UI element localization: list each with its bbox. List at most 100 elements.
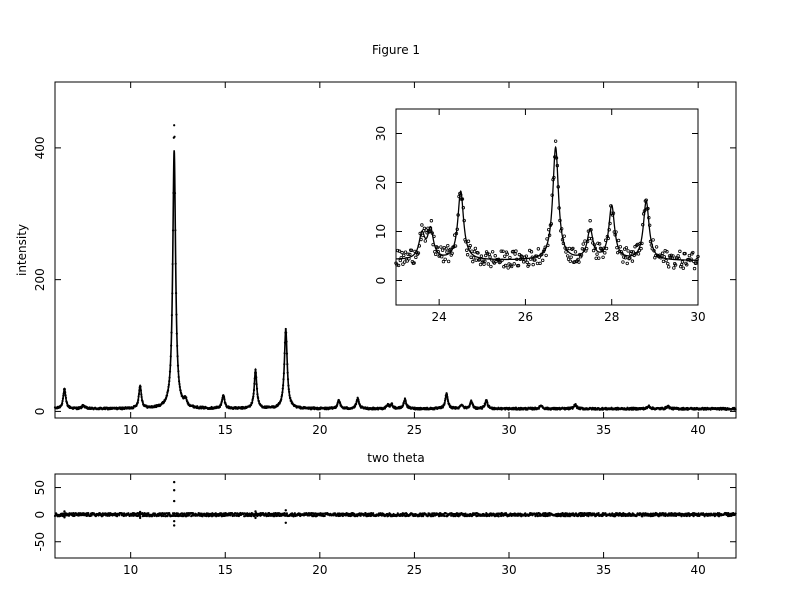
observed-point	[281, 391, 284, 394]
observed-point	[62, 392, 65, 395]
observed-point	[678, 249, 682, 254]
observed-point	[288, 394, 291, 397]
difference-point	[524, 512, 527, 515]
observed-point	[531, 262, 535, 267]
observed-point	[137, 398, 140, 402]
observed-point	[628, 256, 632, 260]
observed-point	[577, 260, 581, 264]
observed-point	[503, 254, 507, 258]
y-tick-label: -50	[33, 532, 47, 552]
observed-point	[170, 344, 173, 347]
observed-point	[496, 257, 501, 261]
observed-point	[592, 243, 597, 247]
observed-point	[621, 260, 625, 264]
y-tick-label: 200	[33, 268, 47, 291]
observed-point	[406, 252, 410, 256]
observed-point	[514, 249, 518, 253]
difference-point	[283, 512, 286, 515]
observed-point	[589, 228, 593, 232]
inset-x-axis: 24 26 28 30	[432, 109, 706, 324]
inset-y-axis: 0 10 20 30	[374, 126, 698, 284]
observed-point	[509, 264, 514, 269]
observed-point	[481, 259, 485, 263]
observed-point	[431, 242, 435, 247]
difference-spike	[63, 510, 66, 513]
observed-point	[588, 218, 592, 223]
observed-point	[443, 399, 447, 402]
observed-point	[527, 262, 531, 267]
observed-point	[513, 252, 517, 256]
observed-point	[429, 219, 434, 223]
observed-point	[586, 229, 591, 233]
observed-point	[282, 384, 285, 387]
observed-point	[648, 239, 653, 244]
observed-point	[383, 407, 387, 410]
observed-point	[528, 257, 533, 261]
observed-point	[409, 248, 414, 253]
observed-point	[446, 400, 450, 403]
difference-point	[450, 514, 453, 517]
difference-point	[372, 512, 375, 515]
observed-point	[618, 245, 623, 249]
observed-point	[399, 256, 403, 260]
observed-point	[417, 244, 421, 248]
observed-point	[524, 254, 528, 258]
observed-point	[540, 258, 545, 263]
observed-point	[357, 398, 360, 401]
observed-point	[167, 383, 170, 386]
observed-point	[405, 259, 409, 263]
observed-point	[666, 261, 670, 266]
observed-point	[169, 355, 172, 358]
observed-point	[579, 253, 584, 257]
observed-point	[440, 248, 445, 252]
observed-point	[141, 400, 144, 404]
difference-point	[118, 514, 121, 517]
observed-point	[616, 238, 621, 243]
observed-point	[404, 399, 407, 403]
observed-point	[443, 257, 447, 262]
observed-point	[652, 249, 656, 253]
observed-point	[609, 204, 613, 208]
observed-point	[557, 206, 561, 210]
difference-spike	[254, 516, 257, 520]
difference-point	[233, 514, 236, 517]
observed-point	[66, 402, 69, 405]
observed-point	[620, 252, 624, 256]
y-tick-label: 20	[374, 175, 388, 190]
observed-point	[595, 252, 599, 256]
observed-point	[459, 193, 463, 197]
difference-point	[319, 512, 323, 515]
observed-point	[396, 263, 401, 268]
observed-point	[287, 384, 290, 387]
observed-point	[395, 263, 399, 267]
difference-spike	[172, 524, 176, 527]
observed-point	[165, 394, 169, 397]
observed-point	[483, 259, 487, 263]
observed-point	[556, 185, 560, 189]
difference-point	[191, 512, 195, 515]
observed-point	[603, 238, 608, 242]
observed-point	[478, 262, 483, 267]
observed-point	[630, 259, 635, 263]
observed-point	[187, 401, 190, 405]
observed-point	[580, 247, 585, 251]
observed-point	[506, 266, 510, 270]
difference-point	[389, 513, 392, 516]
y-tick-label: 0	[33, 408, 47, 416]
observed-point	[566, 257, 571, 261]
observed-point	[559, 227, 564, 231]
y-tick-label: 50	[33, 480, 47, 495]
observed-point	[285, 331, 288, 334]
observed-point	[490, 258, 494, 262]
difference-point	[443, 514, 446, 518]
observed-point	[177, 380, 181, 383]
observed-point	[604, 246, 609, 251]
observed-point	[452, 245, 456, 249]
difference-spike	[63, 516, 66, 519]
difference-point	[497, 515, 500, 518]
observed-point	[547, 227, 551, 232]
observed-point	[554, 156, 559, 160]
observed-point	[252, 395, 255, 398]
observed-point	[407, 257, 411, 261]
observed-point	[448, 247, 453, 252]
